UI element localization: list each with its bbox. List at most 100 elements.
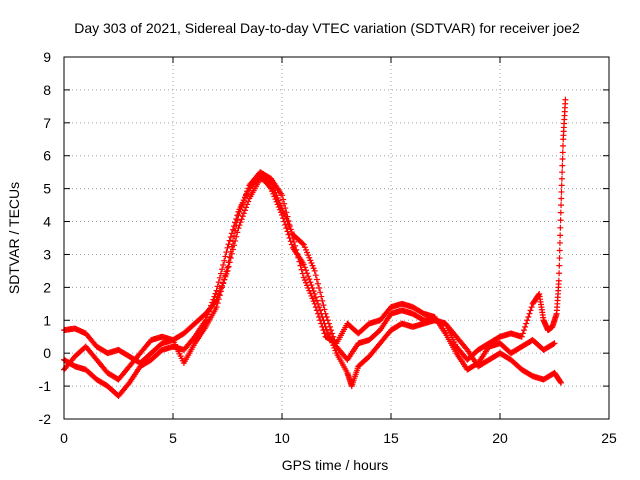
x-tick-label: 20 bbox=[492, 430, 508, 446]
data-point bbox=[284, 228, 291, 235]
data-point bbox=[225, 241, 232, 248]
data-point bbox=[556, 255, 563, 262]
data-point bbox=[214, 283, 221, 290]
data-point bbox=[243, 204, 250, 211]
data-point bbox=[296, 258, 303, 265]
data-point bbox=[308, 260, 315, 267]
data-point bbox=[221, 276, 228, 283]
data-point bbox=[285, 231, 292, 238]
data-point bbox=[292, 242, 299, 249]
data-point bbox=[215, 279, 222, 286]
data-point bbox=[310, 265, 317, 272]
data-point bbox=[239, 200, 246, 207]
data-point bbox=[301, 264, 308, 271]
data-point bbox=[556, 239, 563, 246]
data-point bbox=[559, 169, 566, 176]
data-point bbox=[331, 344, 338, 351]
data-point bbox=[523, 320, 530, 327]
y-tick-label: 9 bbox=[43, 49, 51, 65]
data-point bbox=[268, 185, 275, 192]
y-tick-label: 3 bbox=[43, 246, 51, 262]
y-tick-label: 5 bbox=[43, 181, 51, 197]
data-point bbox=[212, 290, 219, 297]
series-track-c bbox=[61, 169, 558, 383]
data-point bbox=[285, 217, 292, 224]
data-point bbox=[284, 213, 291, 220]
data-point bbox=[288, 230, 295, 237]
data-point bbox=[560, 142, 567, 149]
data-point bbox=[240, 210, 247, 217]
y-tick-label: 6 bbox=[43, 148, 51, 164]
data-point bbox=[550, 340, 557, 347]
data-point bbox=[524, 317, 531, 324]
data-point bbox=[214, 300, 221, 307]
data-point bbox=[557, 224, 564, 231]
x-tick-label: 15 bbox=[383, 430, 399, 446]
data-point bbox=[207, 305, 214, 312]
data-point bbox=[240, 197, 247, 204]
x-tick-label: 10 bbox=[274, 430, 290, 446]
data-point bbox=[558, 175, 565, 182]
data-point bbox=[312, 304, 319, 311]
data-point bbox=[302, 246, 309, 253]
data-point bbox=[302, 267, 309, 274]
data-point bbox=[299, 240, 306, 247]
data-point bbox=[270, 190, 277, 197]
data-point bbox=[558, 182, 565, 189]
data-point bbox=[317, 317, 324, 324]
data-point bbox=[244, 201, 251, 208]
data-point bbox=[525, 313, 532, 320]
data-point bbox=[224, 244, 231, 251]
data-point bbox=[208, 302, 215, 309]
data-point bbox=[234, 217, 241, 224]
x-tick-label: 5 bbox=[169, 430, 177, 446]
data-point bbox=[304, 282, 311, 289]
data-point bbox=[310, 298, 317, 305]
y-tick-label: -1 bbox=[39, 378, 52, 394]
data-point bbox=[522, 323, 529, 330]
data-point bbox=[269, 188, 276, 195]
data-point bbox=[559, 149, 566, 156]
data-point bbox=[233, 222, 240, 229]
data-point bbox=[558, 188, 565, 195]
data-point bbox=[309, 295, 316, 302]
data-point bbox=[329, 330, 336, 337]
data-point bbox=[316, 313, 323, 320]
y-tick-label: 1 bbox=[43, 312, 51, 328]
data-point bbox=[241, 207, 248, 214]
data-point bbox=[304, 249, 311, 256]
data-point bbox=[239, 213, 246, 220]
data-point bbox=[556, 262, 563, 269]
data-point bbox=[235, 211, 242, 218]
data-point bbox=[204, 311, 211, 318]
data-point bbox=[238, 216, 245, 223]
data-point bbox=[226, 254, 233, 261]
data-point bbox=[244, 188, 251, 195]
data-point bbox=[314, 280, 321, 287]
data-point bbox=[293, 246, 300, 253]
data-point bbox=[300, 274, 307, 281]
data-point bbox=[307, 257, 314, 264]
data-point bbox=[267, 184, 274, 191]
data-point bbox=[279, 211, 285, 218]
data-point bbox=[306, 287, 313, 294]
data-point bbox=[313, 307, 320, 314]
data-point bbox=[210, 296, 217, 303]
data-point bbox=[562, 96, 569, 103]
data-point bbox=[274, 201, 281, 208]
data-point bbox=[305, 285, 312, 292]
data-point bbox=[223, 268, 230, 275]
data-point bbox=[313, 276, 320, 283]
x-axis-label: GPS time / hours bbox=[282, 457, 389, 473]
data-point bbox=[306, 254, 313, 261]
series-track-a bbox=[61, 96, 569, 367]
data-point bbox=[301, 277, 308, 284]
data-point bbox=[217, 270, 224, 277]
data-point bbox=[318, 320, 325, 327]
data-point bbox=[243, 191, 250, 198]
y-tick-label: -2 bbox=[39, 411, 52, 427]
data-point bbox=[557, 209, 564, 216]
x-tick-label: 0 bbox=[60, 430, 68, 446]
data-point bbox=[328, 327, 335, 334]
